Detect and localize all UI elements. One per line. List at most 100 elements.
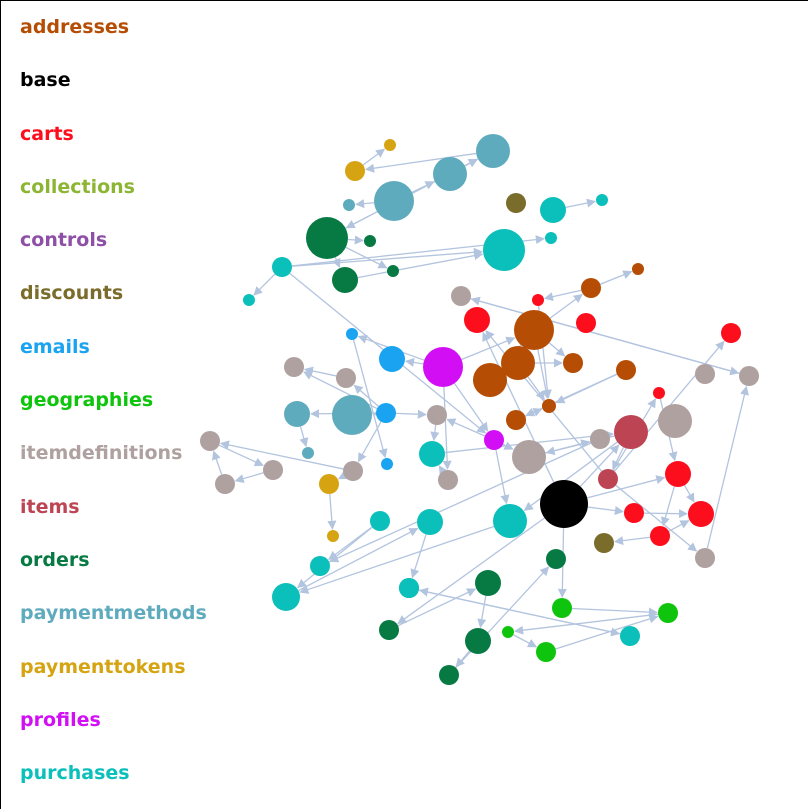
graph-node-paymentmethods[interactable]: [374, 181, 414, 221]
graph-edge: [363, 149, 384, 165]
graph-node-orders[interactable]: [465, 628, 491, 654]
graph-node-emails[interactable]: [379, 346, 405, 372]
graph-node-emails[interactable]: [346, 328, 358, 340]
graph-node-purchases[interactable]: [419, 441, 445, 467]
graph-edge: [221, 443, 343, 469]
graph-node-itemdefinitions[interactable]: [284, 357, 304, 377]
graph-edge: [339, 476, 345, 479]
graph-node-purchases[interactable]: [272, 583, 300, 611]
graph-node-paymentmethods[interactable]: [302, 447, 314, 459]
graph-node-geographies[interactable]: [552, 598, 572, 618]
graph-node-orders[interactable]: [546, 549, 566, 569]
graph-node-addresses[interactable]: [473, 363, 507, 397]
graph-node-paymentmethods[interactable]: [332, 395, 372, 435]
graph-node-purchases[interactable]: [399, 578, 419, 598]
graph-node-carts[interactable]: [721, 323, 741, 343]
graph-node-itemdefinitions[interactable]: [263, 460, 283, 480]
graph-node-geographies[interactable]: [502, 626, 514, 638]
graph-node-purchases[interactable]: [243, 294, 255, 306]
graph-node-itemdefinitions[interactable]: [695, 548, 715, 568]
graph-node-profiles[interactable]: [423, 347, 463, 387]
graph-node-paymenttokens[interactable]: [319, 474, 339, 494]
graph-node-orders[interactable]: [387, 265, 399, 277]
graph-edge: [456, 567, 549, 668]
graph-node-orders[interactable]: [475, 570, 501, 596]
graph-edge: [330, 494, 333, 529]
graph-node-paymentmethods[interactable]: [476, 134, 510, 168]
graph-node-addresses[interactable]: [563, 353, 583, 373]
graph-edge: [236, 473, 264, 481]
graph-node-paymentmethods[interactable]: [433, 157, 467, 191]
graph-edge: [707, 387, 746, 549]
graph-edge: [526, 374, 617, 415]
graph-node-itemdefinitions[interactable]: [438, 470, 458, 490]
graph-node-itemdefinitions[interactable]: [512, 440, 546, 474]
graph-node-paymentmethods[interactable]: [343, 199, 355, 211]
graph-edge: [588, 507, 623, 512]
graph-node-addresses[interactable]: [616, 360, 636, 380]
graph-node-carts[interactable]: [576, 313, 596, 333]
graph-node-geographies[interactable]: [658, 603, 678, 623]
graph-edge: [434, 425, 436, 440]
graph-node-paymentmethods[interactable]: [284, 401, 310, 427]
graph-node-itemdefinitions[interactable]: [739, 366, 759, 386]
graph-node-itemdefinitions[interactable]: [215, 474, 235, 494]
graph-node-items[interactable]: [598, 469, 618, 489]
graph-node-purchases[interactable]: [540, 197, 566, 223]
graph-node-itemdefinitions[interactable]: [343, 461, 363, 481]
graph-node-itemdefinitions[interactable]: [427, 405, 447, 425]
graph-node-carts[interactable]: [464, 307, 490, 333]
graph-edge: [644, 513, 687, 514]
graph-node-carts[interactable]: [532, 294, 544, 306]
graph-node-carts[interactable]: [653, 387, 665, 399]
graph-node-carts[interactable]: [624, 503, 644, 523]
graph-node-addresses[interactable]: [506, 410, 526, 430]
graph-node-itemdefinitions[interactable]: [200, 431, 220, 451]
graph-node-emails[interactable]: [381, 458, 393, 470]
graph-node-itemdefinitions[interactable]: [451, 286, 471, 306]
graph-node-purchases[interactable]: [370, 511, 390, 531]
graph-node-items[interactable]: [614, 415, 648, 449]
graph-node-purchases[interactable]: [417, 509, 443, 535]
graph-node-orders[interactable]: [306, 217, 348, 259]
graph-node-addresses[interactable]: [632, 263, 644, 275]
graph-node-orders[interactable]: [364, 235, 376, 247]
graph-edge: [219, 445, 263, 465]
graph-node-purchases[interactable]: [483, 229, 525, 271]
graph-node-geographies[interactable]: [536, 642, 556, 662]
graph-node-purchases[interactable]: [596, 194, 608, 206]
graph-node-carts[interactable]: [688, 501, 714, 527]
graph-edge: [549, 343, 564, 356]
graph-edge: [572, 608, 657, 612]
graph-node-purchases[interactable]: [545, 232, 557, 244]
graph-node-purchases[interactable]: [493, 504, 527, 538]
graph-node-carts[interactable]: [650, 526, 670, 546]
graph-node-discounts[interactable]: [594, 533, 614, 553]
graph-node-emails[interactable]: [376, 403, 396, 423]
graph-node-profiles[interactable]: [484, 430, 504, 450]
graph-node-paymenttokens[interactable]: [327, 530, 339, 542]
graph-node-itemdefinitions[interactable]: [695, 364, 715, 384]
graph-node-purchases[interactable]: [310, 556, 330, 576]
graph-node-itemdefinitions[interactable]: [658, 404, 692, 438]
graph-node-discounts[interactable]: [506, 193, 526, 213]
graph-node-addresses[interactable]: [542, 399, 556, 413]
graph-edge: [556, 616, 658, 649]
graph-node-purchases[interactable]: [272, 257, 292, 277]
graph-node-orders[interactable]: [332, 267, 358, 293]
graph-node-itemdefinitions[interactable]: [336, 368, 356, 388]
graph-node-purchases[interactable]: [620, 626, 640, 646]
graph-edge: [513, 635, 536, 647]
graph-node-paymenttokens[interactable]: [345, 161, 365, 181]
graph-node-itemdefinitions[interactable]: [590, 429, 610, 449]
graph-edge: [669, 521, 689, 532]
graph-edge: [254, 274, 275, 295]
graph-node-paymenttokens[interactable]: [384, 139, 396, 151]
graph-node-orders[interactable]: [379, 620, 399, 640]
graph-node-addresses[interactable]: [581, 278, 601, 298]
graph-edge: [358, 254, 483, 278]
graph-node-orders[interactable]: [439, 665, 459, 685]
graph-node-addresses[interactable]: [514, 310, 554, 350]
graph-node-carts[interactable]: [665, 461, 691, 487]
graph-node-base[interactable]: [540, 480, 588, 528]
